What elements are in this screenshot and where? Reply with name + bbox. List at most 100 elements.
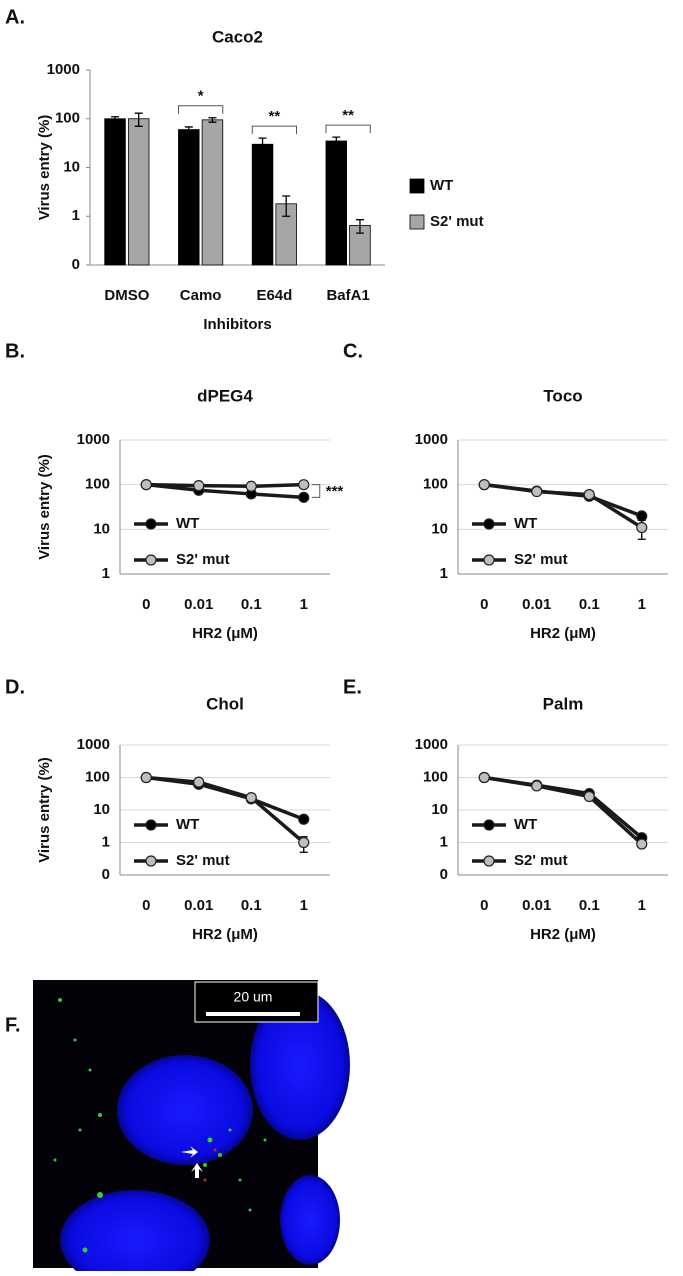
y-tick-label: 0 — [72, 256, 80, 273]
y-axis-label: Virus entry (%) — [36, 454, 53, 560]
panel-label: A. — [5, 6, 25, 28]
y-tick-label: 0 — [440, 866, 448, 883]
x-tick-label: 0.01 — [184, 897, 213, 914]
y-tick-label: 10 — [93, 801, 110, 818]
marker — [298, 836, 310, 849]
y-tick-label: 100 — [85, 768, 110, 785]
chart-title: Toco — [543, 386, 582, 405]
error-bar — [134, 112, 143, 127]
marker — [583, 790, 595, 803]
significance-bracket — [325, 124, 371, 134]
marker — [478, 771, 490, 784]
legend-label: WT — [176, 816, 199, 833]
chart-title: Caco2 — [212, 27, 263, 46]
x-tick-label: 0.01 — [522, 897, 551, 914]
y-tick-label: 1 — [102, 833, 110, 850]
bar — [104, 118, 126, 266]
bar — [201, 119, 224, 266]
x-tick-label: DMSO — [104, 287, 149, 304]
y-tick-label: 100 — [423, 768, 448, 785]
x-tick-label: 0.1 — [241, 897, 262, 914]
legend-marker — [483, 554, 495, 566]
marker — [140, 771, 152, 784]
legend-marker — [145, 518, 157, 530]
legend-swatch — [409, 178, 425, 194]
x-tick-label: 0 — [480, 897, 488, 914]
x-tick-label: E64d — [256, 287, 292, 304]
y-axis-label: Virus entry (%) — [36, 115, 53, 221]
significance-bracket — [251, 125, 297, 135]
legend-swatch — [409, 214, 425, 230]
legend-marker — [145, 819, 157, 831]
x-tick-label: 0.1 — [579, 897, 600, 914]
panel-label: E. — [343, 676, 362, 698]
legend-marker — [483, 819, 495, 831]
x-axis-label: HR2 (μM) — [192, 625, 258, 642]
legend-label: WT — [430, 177, 453, 194]
line — [146, 482, 304, 500]
bar — [178, 129, 200, 266]
chart-title: Palm — [543, 694, 584, 713]
error-bar — [184, 126, 193, 134]
marker — [636, 838, 648, 850]
marker — [478, 479, 490, 491]
legend-label: S2' mut — [176, 852, 230, 869]
significance-bracket — [311, 484, 321, 498]
legend-label: WT — [514, 515, 537, 532]
legend-label: S2' mut — [514, 551, 568, 568]
y-tick-label: 10 — [93, 520, 110, 537]
x-tick-label: 1 — [300, 897, 308, 914]
marker — [193, 776, 205, 788]
y-tick-label: 100 — [55, 110, 80, 127]
y-tick-label: 100 — [85, 476, 110, 493]
significance-bracket — [178, 105, 224, 114]
error-bar — [258, 137, 267, 154]
legend-marker — [483, 855, 495, 867]
line — [146, 482, 304, 489]
error-bar — [111, 116, 120, 122]
x-tick-label: 0 — [142, 897, 150, 914]
marker — [636, 521, 648, 534]
y-tick-label: 100 — [423, 476, 448, 493]
y-tick-label: 1000 — [77, 431, 110, 448]
annotation: *** — [326, 483, 344, 500]
x-tick-label: 1 — [300, 596, 308, 613]
legend-label: S2' mut — [430, 213, 484, 230]
x-tick-label: 0.1 — [579, 596, 600, 613]
chart-title: Chol — [206, 694, 244, 713]
y-tick-label: 10 — [63, 158, 80, 175]
line — [146, 775, 305, 844]
marker — [298, 479, 310, 491]
error-bar — [332, 136, 341, 147]
marker — [531, 780, 543, 792]
x-tick-label: 1 — [638, 897, 646, 914]
bar — [127, 118, 150, 266]
error-bar — [282, 195, 291, 217]
y-tick-label: 1 — [440, 833, 448, 850]
significance-label: ** — [269, 108, 281, 125]
marker — [636, 510, 648, 522]
legend-marker — [483, 518, 495, 530]
y-tick-label: 1 — [440, 565, 448, 582]
x-axis-label: HR2 (μM) — [192, 926, 258, 943]
x-tick-label: Camo — [180, 287, 222, 304]
chart-title: dPEG4 — [197, 386, 253, 405]
line — [146, 775, 305, 821]
line — [483, 775, 643, 840]
line — [484, 482, 643, 529]
significance-label: ** — [342, 107, 354, 124]
error-bar — [208, 117, 217, 123]
marker — [583, 488, 595, 501]
scale-bar-label: 20 um — [234, 989, 273, 1005]
marker — [298, 491, 310, 503]
x-tick-label: 0.01 — [522, 596, 551, 613]
micrograph — [33, 980, 350, 1276]
legend-marker — [145, 855, 157, 867]
x-axis-label: HR2 (μM) — [530, 926, 596, 943]
bar — [325, 140, 348, 266]
legend-marker — [145, 554, 157, 566]
marker — [245, 480, 257, 492]
x-tick-label: 0 — [480, 596, 488, 613]
x-axis-label: Inhibitors — [203, 316, 271, 333]
